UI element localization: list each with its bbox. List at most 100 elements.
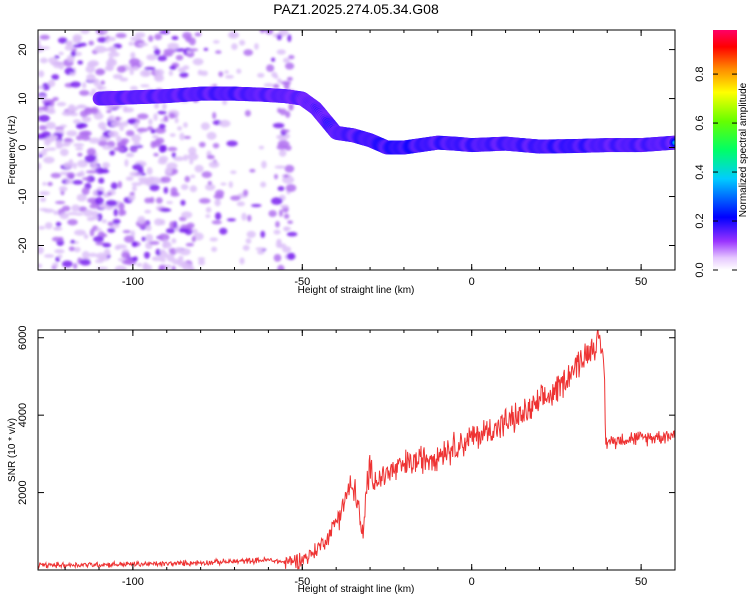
noise-blob [38, 246, 44, 255]
noise-blob [200, 122, 210, 131]
noise-blob [155, 248, 161, 256]
noise-blob [38, 154, 43, 158]
noise-blob [227, 31, 240, 39]
noise-blob [101, 219, 108, 224]
noise-blob [212, 40, 220, 44]
noise-blob [50, 172, 62, 179]
snr-ytick-label: 4000 [17, 403, 29, 427]
noise-blob [102, 162, 110, 169]
noise-blob [273, 254, 282, 262]
noise-blob [231, 43, 238, 51]
noise-blob [141, 236, 146, 242]
noise-blob [153, 103, 160, 109]
noise-blob [58, 185, 68, 192]
noise-blob [129, 86, 138, 91]
noise-blob [58, 236, 64, 242]
colorbar-tick-label: 0.8 [694, 66, 706, 81]
noise-blob [148, 118, 153, 126]
noise-blob [69, 112, 79, 117]
noise-blob [44, 254, 55, 258]
noise-blob [38, 70, 45, 78]
noise-blob [283, 174, 289, 178]
noise-blob [142, 262, 149, 270]
noise-blob [243, 49, 253, 56]
noise-blob [105, 199, 118, 207]
noise-blob [124, 261, 137, 266]
noise-blob [277, 186, 285, 192]
noise-blob [148, 176, 155, 180]
noise-blob [169, 133, 176, 137]
noise-blob [84, 154, 96, 163]
noise-blob [99, 169, 110, 174]
noise-blob [132, 163, 144, 171]
noise-blob [70, 239, 76, 244]
noise-blob [277, 78, 282, 84]
noise-blob [93, 236, 104, 243]
noise-blob [166, 253, 175, 262]
noise-blob [224, 70, 229, 74]
noise-blob [191, 236, 196, 243]
noise-blob [107, 36, 116, 42]
noise-blob [186, 49, 193, 55]
noise-blob [132, 256, 138, 262]
noise-blob [42, 148, 50, 152]
noise-blob [106, 109, 112, 114]
noise-blob [246, 230, 256, 238]
noise-blob [242, 189, 249, 197]
noise-blob [88, 252, 98, 257]
noise-blob [108, 130, 119, 138]
noise-blob [136, 127, 149, 133]
noise-blob [58, 51, 64, 56]
noise-blob [132, 173, 142, 177]
noise-blob [38, 226, 46, 230]
snr-xtick-label: 50 [635, 576, 647, 588]
snr-frame [37, 329, 676, 571]
noise-blob [276, 34, 282, 41]
noise-blob [110, 49, 117, 54]
noise-blob [247, 214, 252, 222]
noise-blob [170, 192, 180, 197]
snr-xtick-label: -50 [294, 576, 310, 588]
colorbar-gradient [713, 30, 737, 270]
noise-blob [178, 255, 184, 261]
noise-blob [121, 251, 131, 259]
noise-blob [39, 197, 47, 202]
noise-blob [68, 246, 75, 252]
noise-blob [258, 145, 265, 150]
noise-blob [96, 266, 109, 270]
noise-blob [157, 110, 167, 115]
noise-blob [282, 175, 295, 184]
noise-blob [81, 116, 92, 123]
noise-blob [38, 107, 45, 111]
noise-blob [77, 60, 84, 65]
noise-blob [79, 259, 91, 266]
noise-blob [143, 251, 151, 259]
noise-blob [187, 153, 199, 161]
noise-blob [110, 58, 117, 64]
noise-blob [255, 247, 266, 251]
noise-blob [144, 209, 152, 214]
noise-blob [189, 158, 194, 165]
noise-blob [260, 181, 267, 188]
noise-blob [68, 104, 76, 112]
noise-blob [230, 195, 241, 201]
spectrogram-ytick-label: 20 [17, 43, 29, 55]
spectrogram-ylabel: Frequency (Hz) [7, 116, 18, 185]
noise-blob [38, 110, 44, 114]
noise-blob [259, 30, 265, 34]
noise-blob [61, 260, 73, 268]
noise-blob [41, 82, 51, 91]
noise-blob [79, 110, 88, 118]
noise-blob [131, 182, 142, 186]
noise-blob [89, 203, 100, 209]
noise-blob [79, 90, 90, 96]
noise-blob [119, 124, 125, 132]
noise-blob [192, 58, 204, 66]
noise-blob [198, 259, 206, 266]
noise-blob [174, 48, 186, 52]
noise-blob [188, 146, 197, 155]
noise-blob [83, 234, 89, 240]
noise-blob [158, 233, 170, 242]
